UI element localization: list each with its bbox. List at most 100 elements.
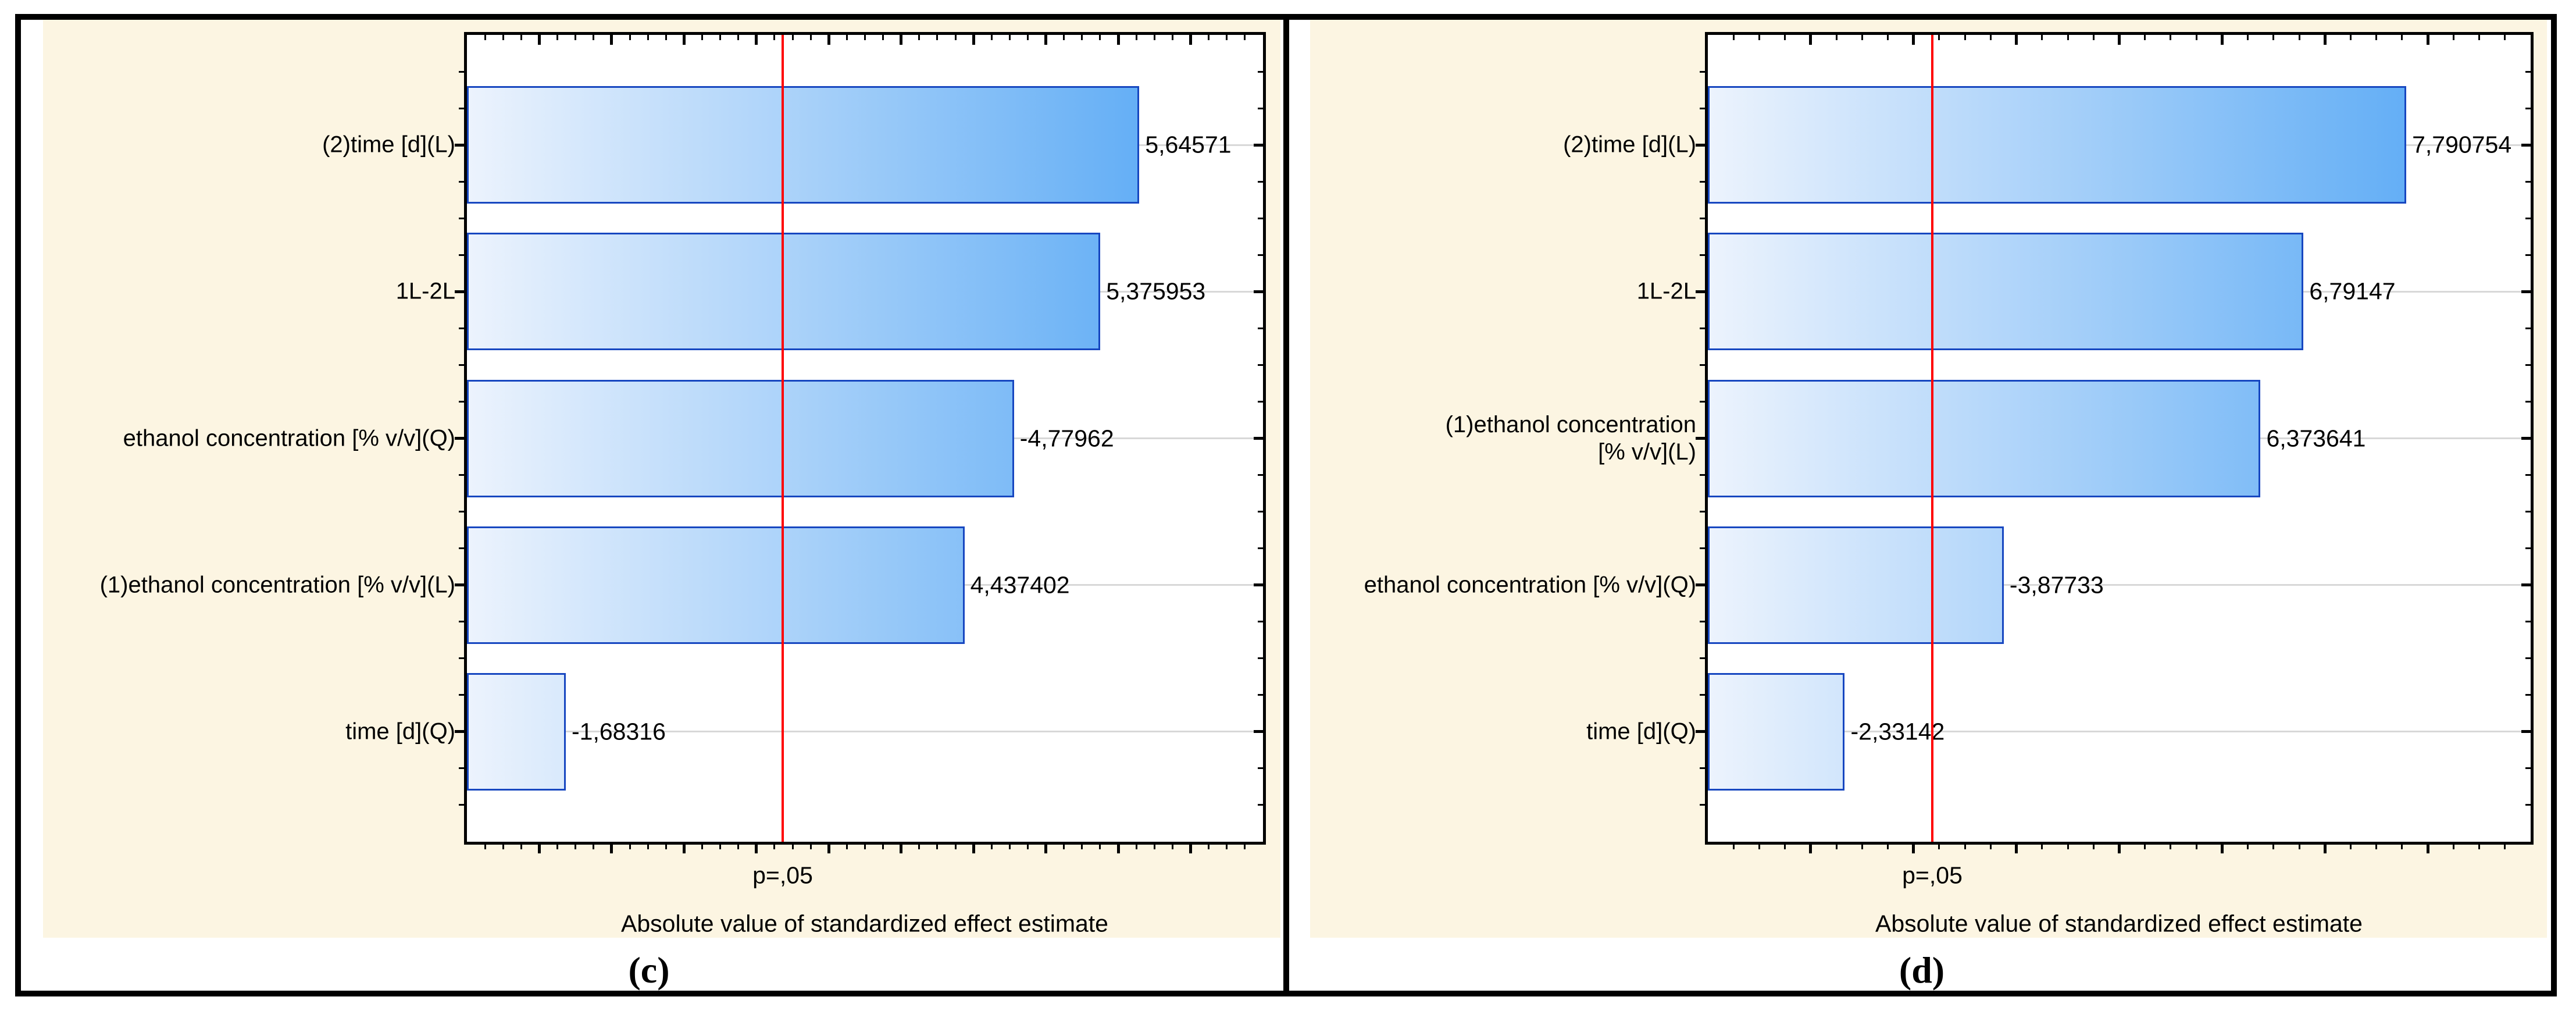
x-axis-tick-minor bbox=[1964, 845, 1966, 849]
x-axis-tick-minor bbox=[936, 845, 939, 849]
x-axis-tick-major bbox=[1912, 35, 1915, 45]
x-axis-tick-minor bbox=[2067, 845, 2069, 849]
x-axis-tick-minor bbox=[2349, 35, 2352, 40]
bar-value-label: -3,87733 bbox=[2009, 571, 2104, 599]
x-axis-tick-major bbox=[682, 845, 686, 853]
y-axis-tick-minor bbox=[459, 547, 464, 550]
category-label: ethanol concentration [% v/v](Q) bbox=[123, 425, 455, 451]
x-axis-tick-minor bbox=[882, 35, 884, 40]
y-axis-tick-minor bbox=[1258, 657, 1263, 660]
x-axis-tick-minor bbox=[2401, 35, 2403, 40]
x-axis-tick-minor bbox=[575, 845, 577, 849]
y-axis-tick-minor bbox=[1700, 621, 1705, 623]
y-axis-tick-major bbox=[2521, 730, 2531, 734]
x-axis-tick-minor bbox=[773, 845, 776, 849]
x-axis-tick-minor bbox=[701, 845, 703, 849]
category-label: (1)ethanol concentration [% v/v](L) bbox=[99, 572, 455, 598]
x-axis-tick-major bbox=[1189, 35, 1193, 45]
y-axis-tick-minor bbox=[1700, 694, 1705, 696]
y-axis-tick-minor bbox=[1700, 547, 1705, 550]
y-axis-tick-minor bbox=[1258, 547, 1263, 550]
y-axis-tick-major bbox=[455, 143, 464, 147]
x-axis-tick-minor bbox=[882, 845, 884, 849]
x-axis-tick-minor bbox=[1244, 35, 1246, 40]
y-axis-tick-minor bbox=[1700, 400, 1705, 403]
x-axis-tick-minor bbox=[1063, 35, 1065, 40]
x-axis-tick-minor bbox=[845, 845, 848, 849]
pareto-bar-row-3 bbox=[467, 379, 1014, 497]
y-axis-tick-minor bbox=[459, 767, 464, 770]
x-axis-tick-minor bbox=[2247, 845, 2249, 849]
x-axis-tick-minor bbox=[2298, 35, 2300, 40]
y-axis-tick-minor bbox=[459, 180, 464, 183]
x-axis-tick-minor bbox=[665, 35, 667, 40]
y-axis-tick-minor bbox=[459, 327, 464, 329]
category-label: (2)time [d](L) bbox=[1563, 131, 1696, 158]
x-axis-tick-major bbox=[2118, 35, 2121, 45]
significance-line bbox=[782, 35, 784, 842]
x-axis-tick-minor bbox=[2195, 35, 2197, 40]
x-axis-tick-major bbox=[610, 845, 613, 853]
x-axis-tick-major bbox=[682, 35, 686, 45]
x-axis-tick-major bbox=[972, 35, 975, 45]
y-axis-tick-minor bbox=[2525, 254, 2531, 256]
p-value-label-c: p=,05 bbox=[752, 862, 813, 889]
x-axis-tick-minor bbox=[1081, 35, 1083, 40]
y-axis-tick-minor bbox=[459, 217, 464, 219]
pareto-bar-row-5 bbox=[467, 672, 566, 791]
x-axis-tick-minor bbox=[1938, 35, 1940, 40]
x-axis-tick-minor bbox=[936, 35, 939, 40]
x-axis-tick-minor bbox=[2144, 35, 2146, 40]
x-axis-tick-minor bbox=[701, 35, 703, 40]
y-axis-tick-minor bbox=[1700, 254, 1705, 256]
y-axis-tick-minor bbox=[459, 694, 464, 696]
x-axis-tick-minor bbox=[1153, 845, 1155, 849]
y-axis-tick-minor bbox=[1258, 511, 1263, 513]
panel-divider bbox=[1283, 14, 1289, 996]
y-axis-tick-minor bbox=[1258, 474, 1263, 476]
x-axis-tick-minor bbox=[2247, 35, 2249, 40]
y-axis-tick-minor bbox=[1700, 327, 1705, 329]
y-axis-tick-minor bbox=[1700, 180, 1705, 183]
y-axis-tick-minor bbox=[459, 107, 464, 109]
y-axis-tick-major bbox=[1254, 583, 1263, 587]
y-axis-tick-major bbox=[1696, 143, 1705, 147]
y-axis-tick-minor bbox=[1258, 327, 1263, 329]
pareto-bar-row-1 bbox=[1708, 86, 2407, 204]
y-axis-tick-minor bbox=[2525, 70, 2531, 73]
pareto-bar-row-5 bbox=[1708, 672, 1845, 791]
y-axis-tick-minor bbox=[2525, 767, 2531, 770]
x-axis-tick-minor bbox=[918, 35, 920, 40]
x-axis-tick-minor bbox=[1208, 845, 1210, 849]
y-axis-tick-minor bbox=[2525, 107, 2531, 109]
y-axis-tick-major bbox=[1254, 143, 1263, 147]
x-axis-tick-minor bbox=[2170, 35, 2172, 40]
y-axis-tick-minor bbox=[1258, 621, 1263, 623]
y-axis-tick-minor bbox=[459, 400, 464, 403]
category-label: (2)time [d](L) bbox=[322, 131, 455, 158]
category-label: ethanol concentration [% v/v](Q) bbox=[1364, 572, 1696, 598]
x-axis-tick-minor bbox=[809, 35, 812, 40]
x-axis-tick-minor bbox=[2478, 845, 2481, 849]
y-axis-tick-major bbox=[1696, 583, 1705, 587]
y-axis-tick-major bbox=[455, 583, 464, 587]
x-axis-tick-minor bbox=[1135, 35, 1137, 40]
x-axis-tick-major bbox=[2220, 845, 2224, 853]
x-axis-tick-minor bbox=[990, 35, 993, 40]
x-axis-tick-major bbox=[1044, 35, 1048, 45]
category-gridline bbox=[1708, 584, 2531, 586]
bar-value-label: 5,64571 bbox=[1145, 131, 1232, 158]
y-axis-tick-minor bbox=[1700, 767, 1705, 770]
bar-value-label: 4,437402 bbox=[970, 571, 1070, 599]
x-axis-tick-minor bbox=[1153, 35, 1155, 40]
y-axis-tick-major bbox=[2521, 583, 2531, 587]
x-axis-tick-minor bbox=[1784, 35, 1786, 40]
y-axis-tick-minor bbox=[459, 70, 464, 73]
y-axis-tick-minor bbox=[459, 621, 464, 623]
x-axis-tick-major bbox=[537, 35, 541, 45]
y-axis-tick-major bbox=[2521, 290, 2531, 293]
x-axis-tick-minor bbox=[990, 845, 993, 849]
y-axis-tick-minor bbox=[2525, 694, 2531, 696]
x-axis-tick-minor bbox=[719, 35, 722, 40]
x-axis-tick-minor bbox=[556, 35, 559, 40]
